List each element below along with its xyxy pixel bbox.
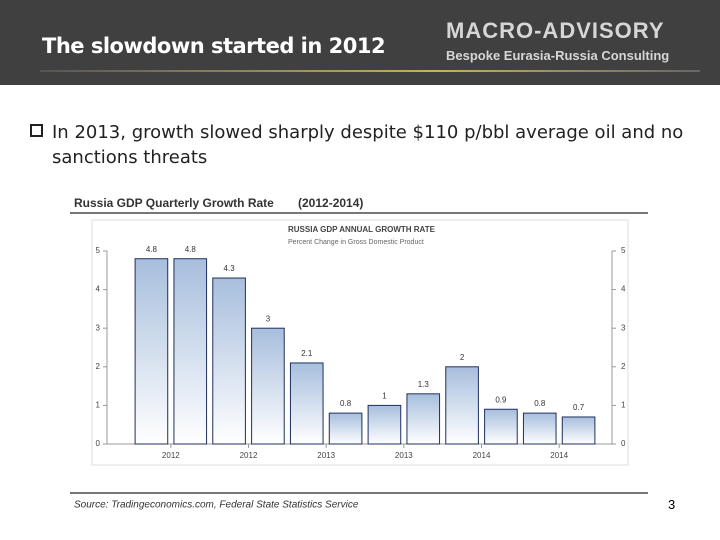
bar bbox=[522, 412, 557, 445]
chart-title: RUSSIA GDP ANNUAL GROWTH RATE bbox=[288, 225, 436, 234]
x-tick-label: 2014 bbox=[473, 451, 491, 460]
x-tick-label: 2012 bbox=[240, 451, 258, 460]
data-label: 2 bbox=[460, 353, 465, 362]
y2-tick-label: 3 bbox=[621, 323, 626, 332]
data-label: 1.3 bbox=[418, 380, 430, 389]
y2-tick-label: 5 bbox=[621, 246, 626, 255]
bar bbox=[406, 393, 441, 445]
y2-tick-label: 2 bbox=[621, 362, 626, 371]
figure-heading: Russia GDP Quarterly Growth Rate bbox=[74, 196, 274, 210]
bar bbox=[173, 258, 208, 445]
bar bbox=[561, 416, 596, 445]
y-tick-label: 2 bbox=[96, 362, 101, 371]
slide-title: The slowdown started in 2012 bbox=[42, 34, 386, 58]
data-label: 0.9 bbox=[495, 395, 507, 404]
bullet-text: In 2013, growth slowed sharply despite $… bbox=[30, 120, 710, 170]
bar bbox=[328, 412, 363, 445]
x-tick-label: 2013 bbox=[395, 451, 413, 460]
y2-tick-label: 4 bbox=[621, 285, 626, 294]
y-tick-label: 0 bbox=[96, 439, 101, 448]
data-label: 0.8 bbox=[340, 399, 352, 408]
bar bbox=[367, 404, 402, 445]
bar bbox=[251, 327, 285, 445]
x-tick-label: 2013 bbox=[317, 451, 335, 460]
bar bbox=[134, 258, 169, 445]
chart-subtitle: Percent Change in Gross Domestic Product bbox=[288, 239, 424, 246]
x-tick-label: 2012 bbox=[162, 451, 180, 460]
y-tick-label: 4 bbox=[96, 285, 101, 294]
logo: MACRO-ADVISORY bbox=[446, 18, 665, 43]
y2-tick-label: 1 bbox=[621, 401, 626, 410]
figure-period: (2012-2014) bbox=[298, 196, 363, 210]
y-tick-label: 5 bbox=[96, 246, 101, 255]
y2-tick-label: 0 bbox=[621, 439, 626, 448]
data-label: 3 bbox=[266, 314, 271, 323]
data-label: 4.8 bbox=[146, 245, 158, 254]
bar bbox=[212, 277, 246, 445]
tagline: Bespoke Eurasia-Russia Consulting bbox=[446, 48, 670, 63]
page-number: 3 bbox=[668, 497, 676, 512]
bar bbox=[445, 366, 479, 445]
data-label: 1 bbox=[382, 392, 387, 401]
source: Source: Tradingeconomics.com, Federal St… bbox=[74, 500, 359, 511]
data-label: 0.7 bbox=[573, 403, 585, 412]
data-label: 4.8 bbox=[185, 245, 197, 254]
title-underline bbox=[40, 70, 700, 72]
data-label: 4.3 bbox=[224, 264, 236, 273]
data-label: 2.1 bbox=[301, 349, 313, 358]
chart-frame bbox=[91, 219, 629, 466]
x-tick-label: 2014 bbox=[550, 451, 568, 460]
y-tick-label: 1 bbox=[96, 401, 101, 410]
y-tick-label: 3 bbox=[96, 323, 101, 332]
bar bbox=[289, 362, 324, 445]
bar bbox=[484, 408, 518, 445]
data-label: 0.8 bbox=[534, 399, 546, 408]
